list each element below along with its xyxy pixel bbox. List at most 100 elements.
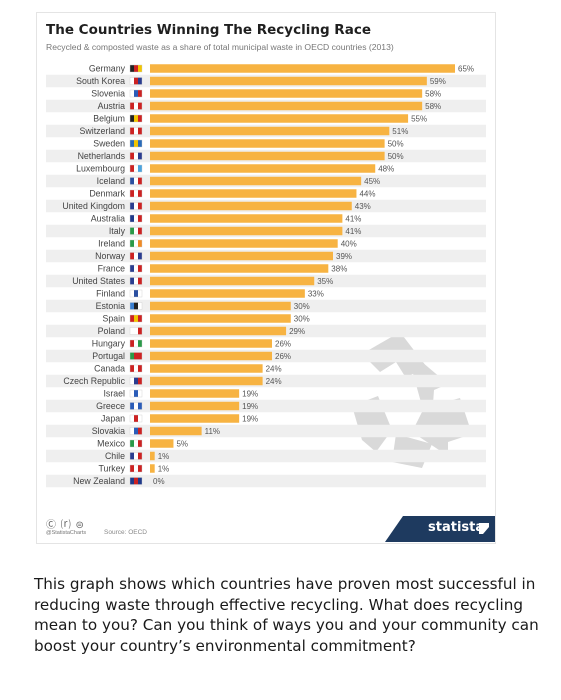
flag-icon: [129, 464, 143, 473]
category-label: United Kingdom: [62, 201, 125, 211]
category-label: Germany: [89, 64, 126, 74]
value-label: 65%: [458, 65, 474, 74]
category-label: Netherlands: [78, 151, 126, 161]
bar: [150, 376, 263, 386]
value-label: 35%: [317, 277, 333, 286]
value-label: 5%: [176, 440, 188, 449]
flag-icon: [129, 152, 143, 160]
value-label: 59%: [430, 77, 446, 86]
bar: [150, 151, 385, 161]
category-label: Slovakia: [92, 426, 125, 436]
bar: [150, 114, 409, 123]
row-stripe: [46, 474, 486, 488]
bar: [150, 351, 272, 361]
bar: [150, 414, 240, 423]
category-label: Australia: [91, 214, 125, 224]
bar: [150, 126, 390, 136]
value-label: 55%: [411, 115, 427, 124]
chart-title: The Countries Winning The Recycling Race: [46, 22, 371, 38]
value-label: 1%: [158, 465, 170, 474]
flag-icon: [129, 289, 143, 298]
bar: [150, 64, 455, 73]
category-label: Switzerland: [80, 126, 126, 136]
value-label: 58%: [425, 90, 441, 99]
bar: [150, 464, 155, 473]
flag-icon: [129, 314, 143, 323]
bar: [150, 89, 423, 98]
bar: [150, 214, 343, 223]
value-label: 50%: [388, 140, 404, 149]
value-label: 45%: [364, 177, 380, 186]
flag-icon: [129, 189, 143, 198]
value-label: 58%: [425, 102, 441, 111]
category-label: Ireland: [98, 239, 125, 249]
bar: [150, 264, 329, 273]
bar: [150, 139, 385, 148]
value-label: 0%: [153, 477, 165, 486]
bar: [150, 276, 315, 286]
flag-icon: [129, 477, 143, 485]
statista-handle: @StatistaCharts: [46, 530, 87, 536]
category-label: Chile: [105, 451, 125, 461]
flag-icon: [129, 264, 143, 273]
value-label: 26%: [275, 352, 291, 361]
flag-icon: [129, 427, 143, 435]
flag-icon: [129, 89, 143, 98]
value-label: 19%: [242, 415, 258, 424]
bar: [150, 251, 333, 261]
statista-brand-text[interactable]: statista: [428, 520, 485, 535]
value-label: 30%: [294, 302, 310, 311]
category-label: Japan: [101, 414, 125, 424]
bar: [150, 401, 240, 411]
bar: [150, 101, 423, 111]
flag-icon: [129, 164, 143, 173]
category-label: Iceland: [97, 176, 125, 186]
value-label: 51%: [392, 127, 408, 136]
flag-icon: [129, 177, 143, 185]
flag-icon: [129, 102, 143, 110]
bar: [150, 301, 291, 311]
category-label: France: [98, 264, 125, 274]
flag-icon: [129, 64, 143, 73]
bar: [150, 226, 343, 236]
category-label: Sweden: [93, 139, 125, 149]
value-label: 38%: [331, 265, 347, 274]
value-label: 1%: [158, 452, 170, 461]
bar: [150, 176, 362, 186]
category-label: Luxembourg: [76, 164, 125, 174]
statista-brand-banner[interactable]: [385, 516, 495, 542]
bar: [150, 451, 155, 461]
bar: [150, 314, 291, 323]
category-label: Canada: [94, 364, 125, 374]
category-label: New Zealand: [73, 476, 125, 486]
value-label: 29%: [289, 327, 305, 336]
category-label: Czech Republic: [63, 376, 125, 386]
flag-icon: [129, 414, 143, 423]
value-label: 44%: [359, 190, 375, 199]
value-label: 30%: [294, 315, 310, 324]
category-label: Italy: [109, 226, 126, 236]
value-label: 39%: [336, 252, 352, 261]
value-label: 43%: [355, 202, 371, 211]
value-label: 19%: [242, 402, 258, 411]
flag-icon: [129, 339, 143, 348]
flag-icon: [129, 127, 143, 135]
flag-icon: [129, 202, 143, 210]
category-label: United States: [72, 276, 125, 286]
bar: [150, 239, 338, 248]
category-label: Greece: [96, 401, 125, 411]
category-label: Portugal: [92, 351, 125, 361]
flag-icon: [129, 214, 143, 223]
statista-logo-icon: [479, 523, 489, 534]
bar: [150, 76, 427, 86]
category-label: South Korea: [76, 76, 125, 86]
flag-icon: [129, 277, 143, 285]
flag-icon: [129, 389, 143, 398]
value-label: 41%: [345, 215, 361, 224]
flag-icon: [129, 377, 143, 385]
source-note: Source: OECD: [104, 529, 147, 536]
bar: [150, 439, 174, 448]
value-label: 40%: [341, 240, 357, 249]
flag-icon: [129, 327, 143, 335]
category-label: Mexico: [97, 439, 125, 449]
